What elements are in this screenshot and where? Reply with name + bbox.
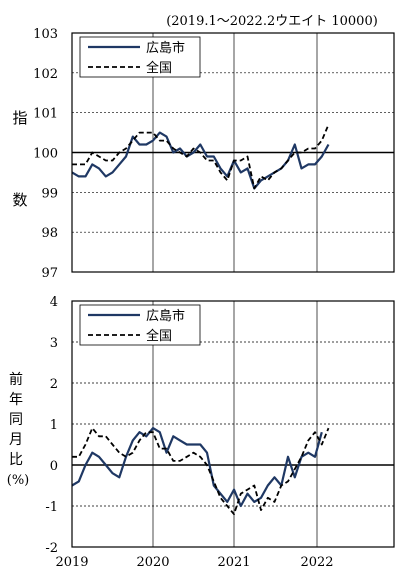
- y-tick-label: 102: [33, 67, 58, 82]
- x-tick-label: 2020: [136, 555, 169, 569]
- y-tick-label: 98: [41, 226, 58, 241]
- top-y-axis-label: 指数: [12, 109, 27, 209]
- top-legend-box: [79, 36, 201, 78]
- y-tick-label: -1: [45, 500, 58, 515]
- series-line-hiroshima: [71, 131, 330, 190]
- y-axis-label-unit: (%): [7, 473, 30, 488]
- top-series-group: [71, 124, 330, 190]
- bottom-x-tick-labels: 2019 2020 2021 2022: [55, 555, 333, 569]
- y-tick-label: 3: [50, 336, 58, 351]
- y-tick-label: 2: [50, 377, 58, 392]
- y-tick-label: 97: [41, 266, 58, 281]
- y-axis-label-char: 同: [9, 412, 23, 428]
- x-tick-label: 2022: [300, 555, 333, 569]
- y-tick-label: 101: [33, 107, 58, 122]
- series-line-national: [72, 427, 330, 516]
- y-tick-label: 100: [33, 147, 58, 162]
- top-legend: 広島市 全国: [79, 36, 201, 78]
- y-axis-label-char: 比: [9, 452, 23, 468]
- bottom-y-tick-labels: 4 3 2 1 0 -1 -2: [45, 295, 58, 556]
- y-tick-label: 1: [50, 418, 58, 433]
- series-line-hiroshima: [71, 427, 323, 508]
- bottom-legend-box: [79, 304, 201, 346]
- bottom-legend-label-national: 全国: [146, 328, 172, 344]
- x-tick-label: 2019: [55, 555, 88, 569]
- top-legend-label-hiroshima: 広島市: [146, 40, 185, 56]
- y-axis-label-char: 指: [12, 109, 27, 127]
- bottom-plot-frame: [71, 300, 395, 548]
- top-plot-frame: [71, 32, 395, 273]
- x-tick-label: 2021: [217, 555, 250, 569]
- chart-title: (2019.1～2022.2ウエイト 10000): [166, 14, 378, 29]
- top-legend-label-national: 全国: [146, 60, 172, 76]
- top-y-tick-labels: 103 102 101 100 99 98 97: [33, 27, 58, 281]
- y-tick-label: 99: [41, 186, 58, 201]
- y-axis-label-char: 年: [9, 392, 23, 408]
- y-tick-label: 4: [50, 295, 58, 310]
- bottom-legend-label-hiroshima: 広島市: [146, 308, 185, 324]
- y-axis-label-char: 数: [12, 191, 27, 209]
- y-tick-label: 103: [33, 27, 58, 42]
- y-axis-label-char: 月: [9, 432, 23, 448]
- y-axis-label-char: 前: [9, 371, 23, 388]
- bottom-series-group: [71, 427, 330, 516]
- series-line-national: [72, 124, 330, 190]
- y-tick-label: -2: [45, 541, 58, 556]
- bottom-legend: 広島市 全国: [79, 304, 201, 346]
- y-tick-label: 0: [50, 459, 58, 474]
